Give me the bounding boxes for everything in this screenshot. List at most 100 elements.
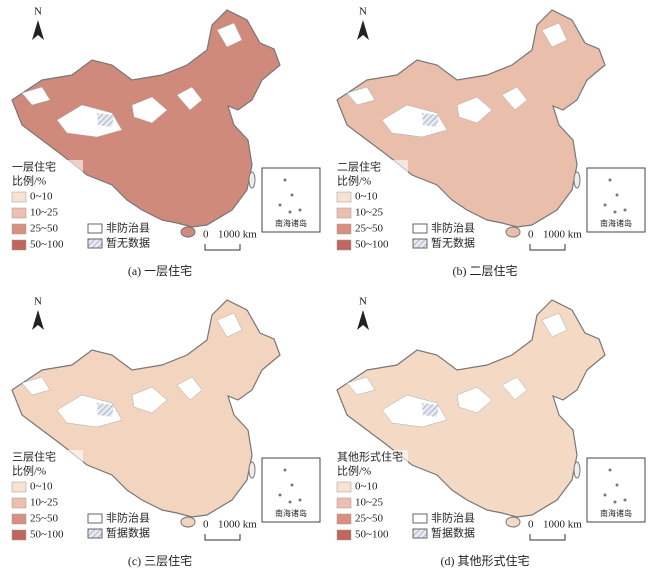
legend-label: 50~100: [355, 529, 389, 541]
legend-label: 0~10: [355, 481, 378, 493]
legend-swatch: [412, 513, 428, 524]
island: [298, 208, 302, 212]
island: [603, 203, 607, 207]
caption: (d) 其他形式住宅: [441, 553, 530, 568]
legend-label: 10~25: [355, 207, 383, 219]
island: [290, 483, 294, 487]
legend-label: 非防治县: [106, 221, 150, 235]
caption: (c) 三层住宅: [128, 553, 192, 568]
taiwan: [573, 461, 581, 479]
legend-swatch: [412, 238, 428, 249]
non-prevention-area: [501, 376, 528, 401]
scale-label: 0: [528, 519, 534, 531]
island: [623, 498, 627, 502]
island: [278, 493, 282, 497]
inset-box: [586, 167, 646, 233]
legend-label: 25~50: [30, 223, 58, 235]
non-prevention-area: [346, 376, 376, 396]
scale-label: 1000 km: [543, 519, 582, 531]
north-arrow: [357, 310, 369, 330]
legend-unit: 比例/%: [12, 174, 46, 188]
island: [298, 498, 302, 502]
north-label: N: [34, 296, 42, 308]
hainan: [180, 226, 196, 238]
legend-label: 暂据数据: [431, 526, 475, 540]
legend-label: 0~10: [30, 191, 53, 203]
north-label: N: [359, 6, 367, 18]
non-prevention-area: [21, 376, 51, 396]
hainan: [505, 516, 521, 528]
legend-label: 0~10: [355, 191, 378, 203]
legend-title: 二层住宅: [337, 160, 381, 174]
island: [613, 210, 617, 214]
legend-swatch: [336, 239, 352, 251]
scale-label: 0: [528, 229, 534, 241]
legend-bg: [8, 450, 83, 542]
hainan: [505, 226, 521, 238]
legend-label: 非防治县: [431, 511, 475, 525]
inset-label: 南海诸岛: [600, 218, 632, 228]
legend-label: 50~100: [355, 239, 389, 251]
scale-label: 1000 km: [218, 519, 257, 531]
island: [615, 193, 619, 197]
legend-swatch: [11, 513, 27, 525]
non-prevention-area: [456, 386, 493, 414]
scale-bar: [529, 244, 566, 251]
legend-unit: 比例/%: [337, 464, 371, 478]
caption: (a) 一层住宅: [128, 263, 192, 278]
scale-label: 1000 km: [218, 229, 257, 241]
non-prevention-area: [56, 104, 123, 138]
non-prevention-area: [176, 376, 203, 401]
legend-label: 0~10: [30, 481, 53, 493]
legend-swatch: [412, 223, 428, 234]
no-data-area: [422, 113, 439, 127]
legend-title: 三层住宅: [12, 450, 56, 464]
non-prevention-area: [456, 96, 493, 124]
non-prevention-area: [541, 312, 568, 338]
non-prevention-area: [131, 96, 168, 124]
legend-label: 10~25: [30, 497, 58, 509]
legend-label: 25~50: [355, 513, 383, 525]
legend-unit: 比例/%: [12, 464, 46, 478]
island: [288, 210, 292, 214]
north-arrow: [357, 20, 369, 40]
hainan: [180, 516, 196, 528]
legend-swatch: [336, 207, 352, 219]
legend-label: 50~100: [30, 239, 64, 251]
legend-bg: [8, 160, 83, 252]
no-data-area: [97, 403, 114, 417]
legend-title: 其他形式住宅: [337, 450, 403, 464]
taiwan: [248, 171, 256, 189]
legend-swatch: [87, 223, 103, 234]
legend-swatch: [336, 497, 352, 509]
legend-label: 10~25: [355, 497, 383, 509]
legend-label: 25~50: [30, 513, 58, 525]
inset-box: [261, 167, 321, 233]
legend-label: 非防治县: [106, 511, 150, 525]
legend-swatch: [87, 528, 103, 539]
caption: (b) 二层住宅: [453, 263, 518, 278]
north-arrow: [32, 310, 44, 330]
legend-swatch: [11, 207, 27, 219]
legend-unit: 比例/%: [337, 174, 371, 188]
non-prevention-area: [381, 394, 448, 428]
non-prevention-area: [216, 22, 243, 48]
legend-label: 暂无数据: [431, 236, 475, 250]
scale-bar: [204, 534, 241, 541]
non-prevention-area: [501, 86, 528, 111]
scale-bar: [529, 534, 566, 541]
legend-swatch: [336, 191, 352, 203]
no-data-area: [97, 113, 114, 127]
island: [278, 203, 282, 207]
legend-swatch: [11, 497, 27, 509]
scale-bar: [204, 244, 241, 251]
island: [613, 500, 617, 504]
inset-label: 南海诸岛: [275, 218, 307, 228]
non-prevention-area: [21, 86, 51, 106]
non-prevention-area: [176, 86, 203, 111]
legend-bg: [333, 450, 408, 542]
